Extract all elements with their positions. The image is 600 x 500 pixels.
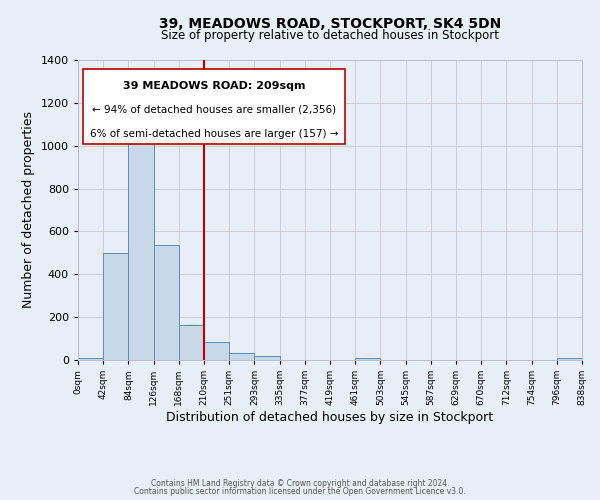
Text: Contains public sector information licensed under the Open Government Licence v3: Contains public sector information licen… <box>134 487 466 496</box>
Text: ← 94% of detached houses are smaller (2,356): ← 94% of detached houses are smaller (2,… <box>92 105 336 115</box>
Bar <box>557 358 582 360</box>
FancyBboxPatch shape <box>83 69 345 144</box>
Bar <box>78 358 103 360</box>
Text: 39, MEADOWS ROAD, STOCKPORT, SK4 5DN: 39, MEADOWS ROAD, STOCKPORT, SK4 5DN <box>159 18 501 32</box>
Bar <box>154 246 179 360</box>
Text: 6% of semi-detached houses are larger (157) →: 6% of semi-detached houses are larger (1… <box>90 129 338 139</box>
Bar <box>355 358 380 360</box>
X-axis label: Distribution of detached houses by size in Stockport: Distribution of detached houses by size … <box>166 411 494 424</box>
Bar <box>179 324 204 360</box>
Bar <box>254 356 280 360</box>
Text: 39 MEADOWS ROAD: 209sqm: 39 MEADOWS ROAD: 209sqm <box>123 81 305 91</box>
Text: Contains HM Land Registry data © Crown copyright and database right 2024.: Contains HM Land Registry data © Crown c… <box>151 478 449 488</box>
Bar <box>204 342 229 360</box>
Bar <box>103 253 128 360</box>
Bar <box>229 353 254 360</box>
Y-axis label: Number of detached properties: Number of detached properties <box>22 112 35 308</box>
Bar <box>128 114 154 360</box>
Text: Size of property relative to detached houses in Stockport: Size of property relative to detached ho… <box>161 29 499 42</box>
